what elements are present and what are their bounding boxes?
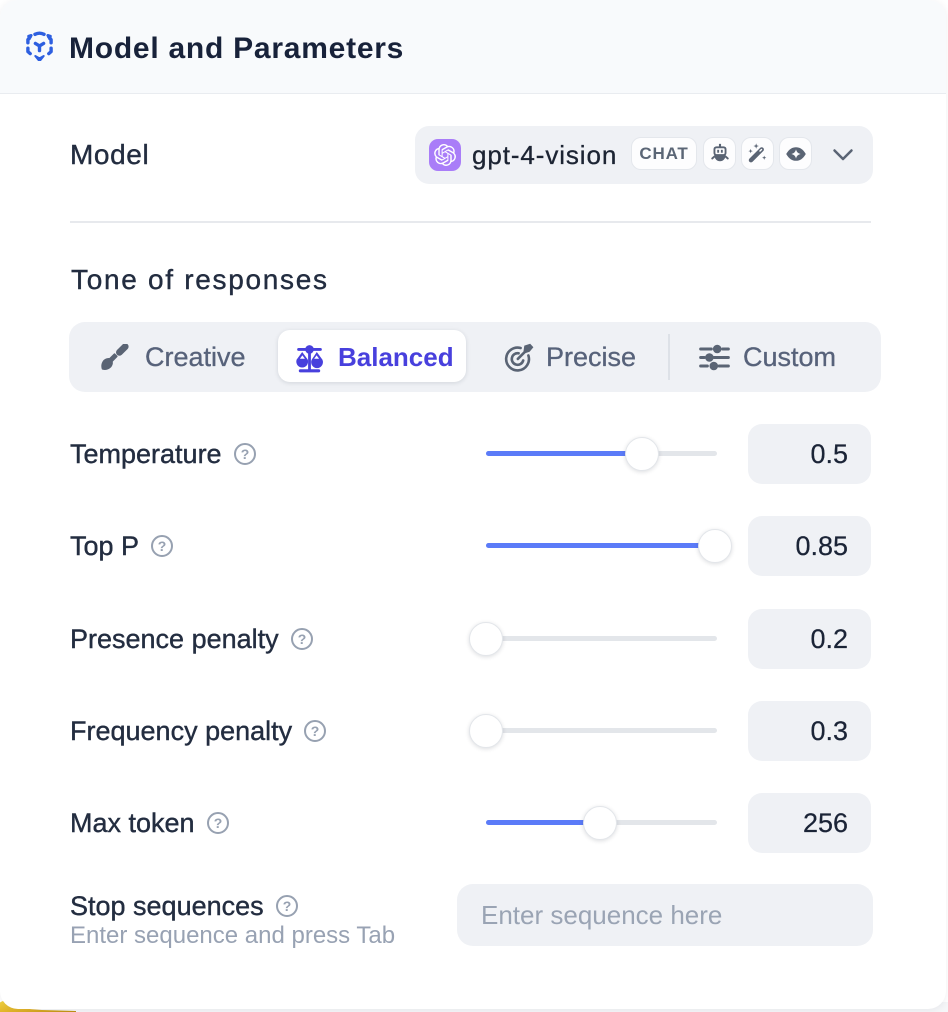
svg-text:?: ? — [282, 898, 291, 914]
svg-text:?: ? — [311, 723, 320, 739]
svg-text:?: ? — [158, 538, 167, 554]
svg-text:?: ? — [213, 815, 222, 831]
svg-text:?: ? — [297, 631, 306, 647]
svg-text:?: ? — [240, 446, 249, 462]
